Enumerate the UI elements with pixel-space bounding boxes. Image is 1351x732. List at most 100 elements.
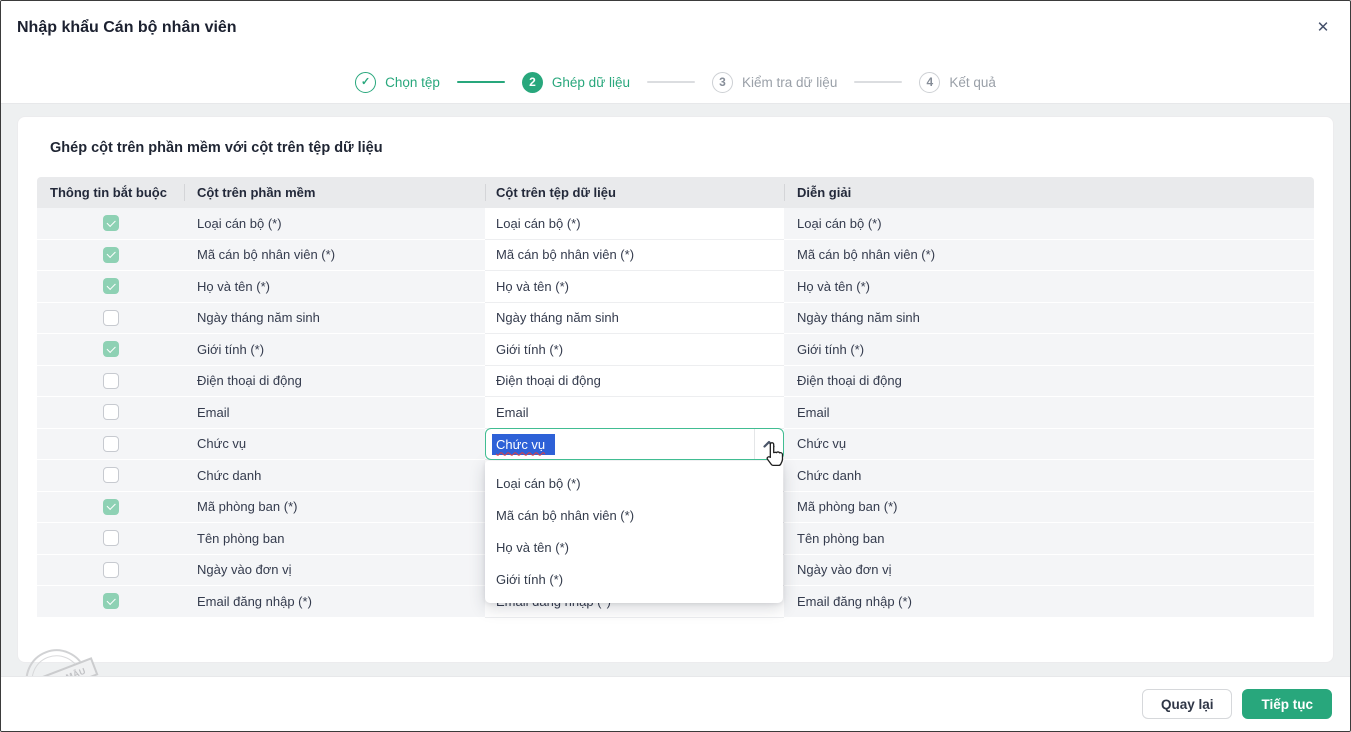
file-column-cell-text: Điện thoại di động (496, 373, 601, 389)
required-checkbox[interactable] (102, 341, 119, 358)
software-column-cell: Mã phòng ban (*) (184, 491, 485, 523)
dropdown-option[interactable]: Mã cán bộ nhân viên (*) (496, 508, 635, 523)
header-software-column: Cột trên phần mềm (184, 177, 485, 208)
file-column-cell[interactable]: Điện thoại di động (485, 365, 784, 397)
file-column-cell[interactable]: Loại cán bộ (*) (485, 208, 784, 240)
dropdown-option[interactable]: Loại cán bộ (*) (496, 476, 581, 491)
software-column-cell: Email đăng nhập (*) (184, 586, 485, 618)
dialog-header: Nhập khẩu Cán bộ nhân viên ✕ ✓ Chọn tệp … (1, 1, 1350, 104)
software-column-cell: Email (184, 397, 485, 429)
required-checkbox[interactable] (102, 530, 119, 547)
software-column-cell-text: Mã phòng ban (*) (197, 499, 298, 515)
file-column-cell-text: Loại cán bộ (*) (496, 215, 581, 231)
required-cell (37, 397, 184, 429)
mapping-card: Ghép cột trên phần mềm với cột trên tệp … (17, 116, 1334, 663)
step-number: 2 (521, 71, 543, 93)
wizard-stepper: ✓ Chọn tệp 2 Ghép dữ liệu 3 Kiểm tra dữ … (1, 69, 1350, 95)
combobox-selected-text[interactable]: Chức vụ (492, 433, 556, 455)
file-column-cell[interactable]: Giới tính (*) (485, 334, 784, 366)
description-cell: Email (784, 397, 1314, 429)
software-column-cell-text: Chức vụ (197, 436, 247, 452)
description-cell-text: Mã phòng ban (*) (797, 499, 898, 515)
description-cell-text: Điện thoại di động (797, 373, 902, 389)
software-column-cell: Loại cán bộ (*) (184, 208, 485, 240)
back-button[interactable]: Quay lại (1141, 689, 1233, 719)
required-checkbox[interactable] (102, 593, 119, 610)
table-row: Ngày tháng năm sinh Ngày tháng năm sinh … (37, 302, 1314, 334)
required-checkbox[interactable] (102, 404, 119, 421)
required-checkbox[interactable] (102, 246, 119, 263)
dropdown-option[interactable]: Họ và tên (*) (496, 540, 569, 555)
dialog-title: Nhập khẩu Cán bộ nhân viên (17, 19, 237, 36)
file-column-combobox[interactable]: Chức vụ (485, 428, 784, 460)
description-cell: Loại cán bộ (*) (784, 208, 1314, 240)
description-cell: Giới tính (*) (784, 334, 1314, 366)
software-column-cell-text: Ngày vào đơn vị (197, 562, 292, 578)
software-column-cell-text: Điện thoại di động (197, 373, 302, 389)
file-column-cell-text: Ngày tháng năm sinh (496, 310, 619, 326)
table-row: Loại cán bộ (*) Loại cán bộ (*) Loại cán… (37, 208, 1314, 240)
software-column-cell-text: Chức danh (197, 467, 262, 483)
description-cell: Chức vụ (784, 428, 1314, 460)
required-checkbox[interactable] (102, 309, 119, 326)
required-cell (37, 523, 184, 555)
header-required: Thông tin bắt buộc (50, 185, 167, 200)
file-column-cell[interactable]: Mã cán bộ nhân viên (*) (485, 239, 784, 271)
software-column-cell: Chức danh (184, 460, 485, 492)
step-number: 3 (712, 71, 733, 93)
close-icon[interactable]: ✕ (1316, 19, 1330, 36)
file-column-cell[interactable]: Họ và tên (*) (485, 271, 784, 303)
description-cell-text: Chức vụ (797, 436, 847, 452)
required-cell (37, 428, 184, 460)
required-checkbox[interactable] (102, 278, 119, 295)
required-cell (37, 554, 184, 586)
software-column-cell: Tên phòng ban (184, 523, 485, 555)
description-cell-text: Ngày vào đơn vị (797, 562, 892, 578)
required-checkbox[interactable] (102, 498, 119, 515)
software-column-cell-text: Giới tính (*) (197, 341, 265, 357)
software-column-cell: Điện thoại di động (184, 365, 485, 397)
description-cell-text: Mã cán bộ nhân viên (*) (797, 247, 936, 263)
description-cell-text: Email (797, 404, 830, 420)
software-column-cell: Chức vụ (184, 428, 485, 460)
step-ket-qua[interactable]: 4 Kết quả (919, 71, 996, 93)
file-column-cell-text: Email (496, 404, 529, 420)
step-check-icon: ✓ (355, 71, 377, 93)
required-cell (37, 302, 184, 334)
step-connector (456, 81, 505, 83)
required-checkbox[interactable] (102, 372, 119, 389)
description-cell: Email đăng nhập (*) (784, 586, 1314, 618)
step-connector (647, 81, 695, 83)
required-cell (37, 239, 184, 271)
step-chon-tep[interactable]: ✓ Chọn tệp (355, 71, 440, 93)
step-label: Ghép dữ liệu (551, 74, 630, 90)
step-label: Chọn tệp (385, 74, 440, 90)
software-column-cell: Ngày tháng năm sinh (184, 302, 485, 334)
file-column-cell[interactable]: Email (485, 397, 784, 429)
chevron-up-icon[interactable] (755, 440, 783, 448)
description-cell: Mã cán bộ nhân viên (*) (784, 239, 1314, 271)
required-cell (37, 365, 184, 397)
software-column-cell: Họ và tên (*) (184, 271, 485, 303)
step-number: 4 (919, 71, 941, 93)
description-cell-text: Tên phòng ban (797, 530, 885, 546)
file-column-cell[interactable]: Ngày tháng năm sinh (485, 302, 784, 334)
required-checkbox[interactable] (102, 435, 119, 452)
step-kiem-tra-du-lieu[interactable]: 3 Kiểm tra dữ liệu (712, 71, 837, 93)
required-checkbox[interactable] (102, 561, 119, 578)
required-checkbox[interactable] (102, 467, 119, 484)
description-cell-text: Chức danh (797, 467, 862, 483)
required-cell (37, 491, 184, 523)
step-ghep-du-lieu[interactable]: 2 Ghép dữ liệu (521, 71, 630, 93)
continue-button[interactable]: Tiếp tục (1242, 689, 1332, 719)
required-cell (37, 271, 184, 303)
required-checkbox[interactable] (102, 215, 119, 232)
software-column-cell-text: Loại cán bộ (*) (197, 215, 282, 231)
header-description: Diễn giải (784, 177, 1314, 208)
description-cell: Ngày vào đơn vị (784, 554, 1314, 586)
description-cell: Chức danh (784, 460, 1314, 492)
dialog-footer: Quay lại Tiếp tục (1, 676, 1350, 731)
combobox-divider (754, 429, 755, 459)
software-column-cell: Giới tính (*) (184, 334, 485, 366)
dropdown-option[interactable]: Giới tính (*) (496, 572, 564, 587)
